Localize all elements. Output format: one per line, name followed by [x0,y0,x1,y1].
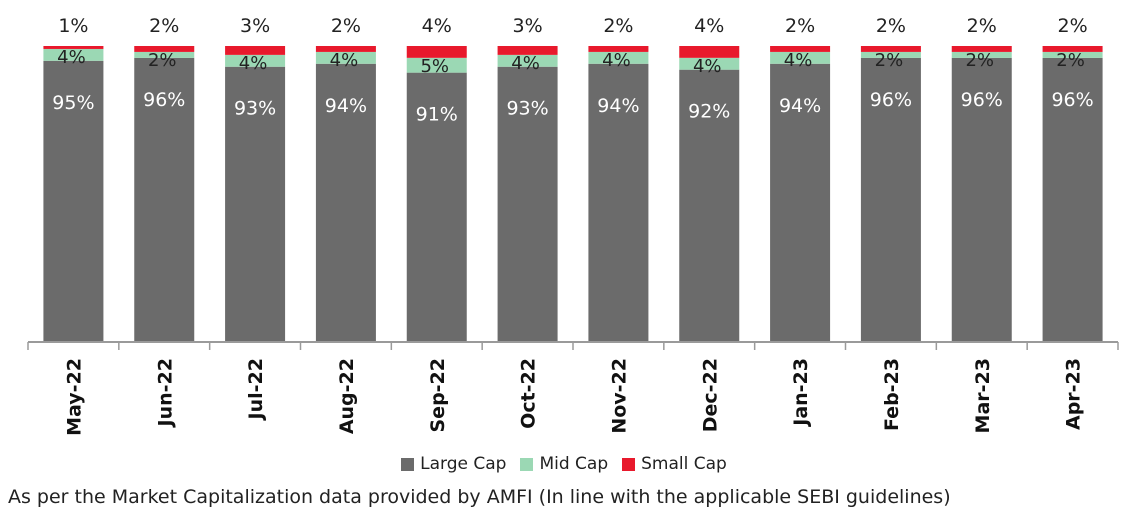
data-label-large-cap: 92% [688,101,730,123]
data-label-large-cap: 94% [779,95,821,117]
data-label-large-cap: 93% [506,98,548,120]
chart-legend: Large Cap Mid Cap Small Cap [0,452,1128,476]
x-tick-label: Nov-22 [608,358,630,434]
data-label-large-cap: 96% [143,89,185,111]
bar-small-cap-sep-22 [406,46,467,58]
data-label-small-cap: 3% [513,15,543,37]
data-label-mid-cap: 2% [148,50,177,71]
data-label-mid-cap: 4% [693,56,722,77]
x-tick-label: Jun-22 [154,358,176,428]
x-tick-label: Aug-22 [336,358,358,434]
x-tick-label: May-22 [63,358,85,436]
data-label-large-cap: 96% [870,89,912,111]
bar-small-cap-jun-22 [134,46,195,52]
x-tick-label: Jan-23 [790,358,812,428]
x-tick-label: Apr-23 [1063,358,1085,430]
data-label-small-cap: 2% [1058,15,1088,37]
bar-mid-cap-oct-22 [497,54,558,67]
legend-item-large-cap: Large Cap [401,454,506,474]
data-label-small-cap: 2% [603,15,633,37]
bar-large-cap-sep-22 [406,72,467,342]
bar-small-cap-mar-23 [951,46,1012,52]
data-label-small-cap: 2% [149,15,179,37]
bar-small-cap-may-22 [43,46,104,49]
bar-mid-cap-jan-23 [770,51,831,64]
data-label-mid-cap: 4% [330,50,359,71]
bar-large-cap-aug-22 [315,63,376,342]
data-label-mid-cap: 4% [239,53,268,74]
bar-mid-cap-jul-22 [225,54,286,67]
stacked-bar-chart: 95% 4% 1% May-22 96% 2% 2% Jun-22 93% 4% 3% Jul-22 9… [27,15,1119,436]
data-label-small-cap: 1% [58,15,88,37]
bar-large-cap-jan-23 [770,63,831,342]
data-label-mid-cap: 2% [965,50,994,71]
bar-large-cap-mar-23 [951,57,1012,343]
legend-swatch-small-cap [622,457,636,471]
bar-large-cap-jun-22 [134,57,195,343]
bar-large-cap-oct-22 [497,66,558,342]
legend-swatch-mid-cap [520,457,534,471]
data-label-small-cap: 2% [331,15,361,37]
legend-item-small-cap: Small Cap [622,454,727,474]
bar-small-cap-oct-22 [497,46,558,55]
data-label-small-cap: 2% [967,15,997,37]
bar-large-cap-nov-22 [588,63,649,342]
data-label-mid-cap: 5% [420,56,449,77]
legend-label-large-cap: Large Cap [420,454,507,474]
x-tick-label: Jul-22 [245,358,267,421]
bar-large-cap-jul-22 [225,66,286,342]
data-label-large-cap: 93% [234,98,276,120]
bar-large-cap-may-22 [43,60,104,343]
data-label-large-cap: 91% [416,104,458,126]
bar-mid-cap-sep-22 [406,57,467,73]
bar-mid-cap-dec-22 [679,57,740,70]
bar-small-cap-apr-23 [1042,46,1103,52]
bar-small-cap-dec-22 [679,46,740,58]
bar-small-cap-jul-22 [225,46,286,55]
data-label-large-cap: 94% [597,95,639,117]
bar-large-cap-apr-23 [1042,57,1103,343]
x-tick-label: Feb-23 [881,358,903,431]
footnote: As per the Market Capitalization data pr… [8,486,951,508]
data-label-small-cap: 4% [694,15,724,37]
x-tick-label: Mar-23 [972,358,994,433]
bar-mid-cap-nov-22 [588,51,649,64]
data-label-small-cap: 3% [240,15,270,37]
bar-small-cap-jan-23 [770,46,831,52]
bar-mid-cap-may-22 [43,48,104,61]
data-label-mid-cap: 2% [875,50,904,71]
x-tick-label: Sep-22 [427,358,449,433]
data-label-small-cap: 2% [785,15,815,37]
bar-small-cap-aug-22 [315,46,376,52]
bar-mid-cap-feb-23 [860,51,921,58]
x-tick-label: Dec-22 [699,358,721,432]
data-label-large-cap: 94% [325,95,367,117]
data-label-large-cap: 95% [52,92,94,114]
bar-mid-cap-aug-22 [315,51,376,64]
data-label-mid-cap: 4% [784,50,813,71]
data-label-mid-cap: 2% [1056,50,1085,71]
legend-label-small-cap: Small Cap [641,454,727,474]
legend-label-mid-cap: Mid Cap [539,454,609,474]
bar-small-cap-nov-22 [588,46,649,52]
bar-mid-cap-apr-23 [1042,51,1103,58]
bar-large-cap-feb-23 [860,57,921,343]
data-label-mid-cap: 4% [57,47,86,68]
data-label-mid-cap: 4% [602,50,631,71]
legend-item-mid-cap: Mid Cap [520,454,608,474]
bar-large-cap-dec-22 [679,69,740,343]
legend-swatch-large-cap [401,457,415,471]
data-label-large-cap: 96% [961,89,1003,111]
data-label-small-cap: 2% [876,15,906,37]
data-label-small-cap: 4% [422,15,452,37]
data-label-large-cap: 96% [1051,89,1093,111]
x-tick-label: Oct-22 [518,358,540,429]
bar-small-cap-feb-23 [860,46,921,52]
bar-mid-cap-jun-22 [134,51,195,58]
data-label-mid-cap: 4% [511,53,540,74]
bar-mid-cap-mar-23 [951,51,1012,58]
